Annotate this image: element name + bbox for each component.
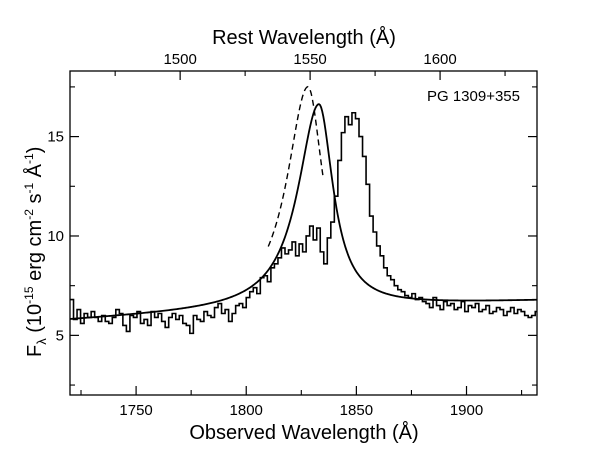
ylabel-unit3: Å bbox=[23, 163, 46, 183]
svg-text:Fλ (10-15 erg cm-2 s-1 Å-1): Fλ (10-15 erg cm-2 s-1 Å-1) bbox=[22, 147, 49, 357]
y-tick-label: 10 bbox=[47, 228, 64, 245]
dashed-model-line bbox=[267, 85, 325, 247]
ylabel-unit2: s bbox=[24, 194, 46, 210]
ylabel-symbol: F bbox=[24, 345, 46, 357]
plot-frame bbox=[69, 70, 538, 396]
ylabel-unit1: erg cm bbox=[24, 220, 46, 287]
y-tick-label: 15 bbox=[47, 129, 64, 146]
ylabel-exp2: -2 bbox=[22, 209, 36, 220]
data-layer bbox=[70, 85, 537, 335]
top-tick-label: 1550 bbox=[293, 51, 326, 68]
ylabel-exp3: -1 bbox=[22, 183, 36, 194]
ylabel-open: (10 bbox=[24, 304, 46, 338]
bottom-axis-title: Observed Wavelength (Å) bbox=[189, 421, 418, 444]
ylabel-subscript: λ bbox=[34, 338, 49, 345]
object-label: PG 1309+355 bbox=[427, 88, 520, 105]
ylabel-exp4: -1 bbox=[22, 153, 36, 164]
solid-fit-line bbox=[70, 103, 537, 320]
x-tick-label: 1850 bbox=[340, 402, 373, 419]
ylabel-exp1: -15 bbox=[22, 286, 36, 304]
y-axis-title: Fλ (10-15 erg cm-2 s-1 Å-1) bbox=[22, 147, 49, 357]
top-tick-label: 1500 bbox=[163, 51, 196, 68]
top-tick-label: 1600 bbox=[423, 51, 456, 68]
x-tick-label: 1750 bbox=[119, 402, 152, 419]
x-tick-label: 1900 bbox=[450, 402, 483, 419]
x-tick-label: 1800 bbox=[230, 402, 263, 419]
tick-layer: 1750 1800 1850 1900 1500 1550 1600 5 10 15 bbox=[47, 51, 537, 419]
top-axis-title: Rest Wavelength (Å) bbox=[212, 26, 396, 49]
y-tick-label: 5 bbox=[56, 327, 64, 344]
ylabel-close: ) bbox=[24, 147, 46, 154]
observed-spectrum-line bbox=[70, 111, 537, 335]
